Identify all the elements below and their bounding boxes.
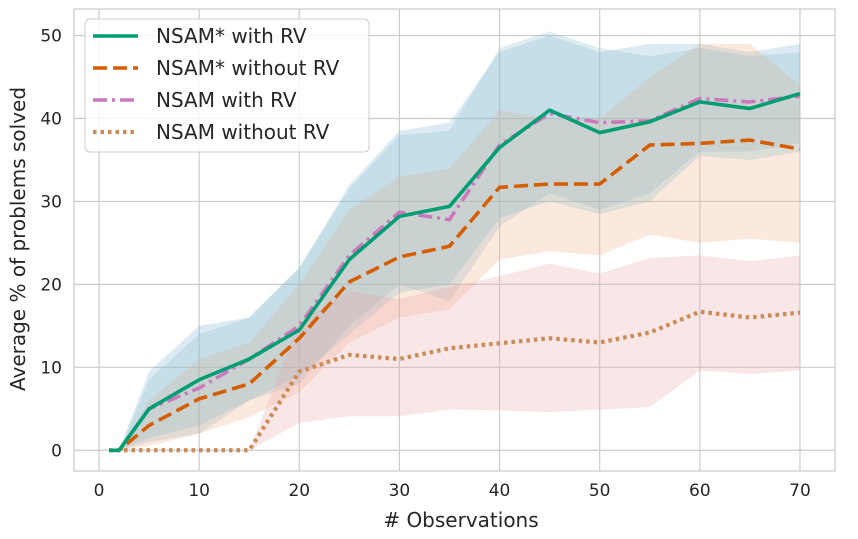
- x-tick-label: 60: [689, 481, 711, 501]
- series-band-3: [109, 31, 800, 451]
- series-lines: [109, 91, 801, 453]
- series-line-4: [109, 309, 801, 453]
- x-tick-label: 0: [94, 481, 105, 501]
- x-tick-label: 70: [789, 481, 811, 501]
- series-band-4: [109, 255, 800, 451]
- y-axis-label: Average % of problems solved: [6, 87, 30, 391]
- y-tick-label: 30: [40, 192, 62, 212]
- x-axis-label: # Observations: [383, 508, 538, 532]
- series-line-2: [109, 138, 801, 453]
- legend-label-4: NSAM without RV: [156, 120, 330, 144]
- series-line-3: [109, 94, 801, 453]
- x-tick-label: 10: [188, 481, 210, 501]
- legend-box: [84, 18, 370, 153]
- x-tick-label: 30: [389, 481, 411, 501]
- y-tick-label: 40: [40, 109, 62, 129]
- y-tick-label: 20: [40, 275, 62, 295]
- x-tick-label: 50: [589, 481, 611, 501]
- series-line-1: [109, 91, 801, 453]
- legend-label-2: NSAM* without RV: [156, 56, 340, 80]
- plot-frame: [73, 8, 836, 472]
- x-tick-label: 20: [288, 481, 310, 501]
- y-tick-label: 0: [51, 441, 62, 461]
- tick-labels: 0 10 20 30 40 50 60 70 0 10 20 30 40 50: [40, 27, 810, 501]
- y-tick-label: 10: [40, 358, 62, 378]
- series-band-2: [109, 43, 800, 451]
- grid: [74, 9, 835, 471]
- y-tick-label: 50: [40, 27, 62, 47]
- legend-label-1: NSAM* with RV: [156, 24, 307, 48]
- x-tick-label: 40: [489, 481, 511, 501]
- legend-label-3: NSAM with RV: [156, 88, 297, 112]
- legend: NSAM* with RV NSAM* without RV NSAM with R…: [84, 18, 370, 153]
